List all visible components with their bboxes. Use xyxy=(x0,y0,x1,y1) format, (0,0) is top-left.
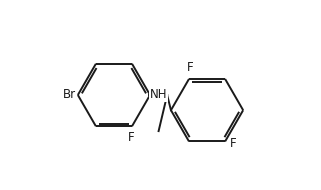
Text: NH: NH xyxy=(150,89,168,101)
Text: F: F xyxy=(230,137,237,150)
Text: Br: Br xyxy=(63,89,76,101)
Text: F: F xyxy=(187,61,193,74)
Text: F: F xyxy=(128,131,134,144)
